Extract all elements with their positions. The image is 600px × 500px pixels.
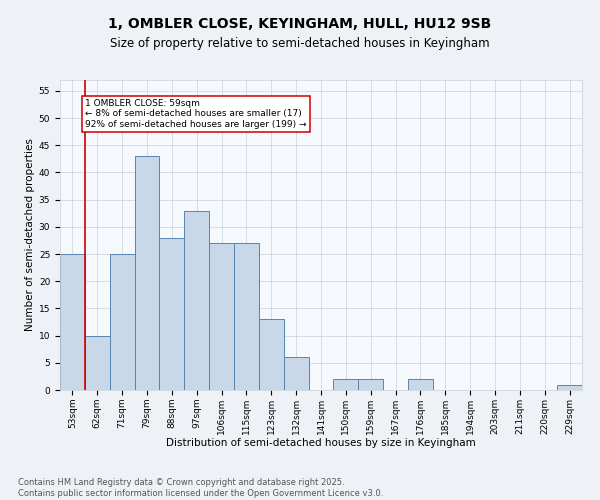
Text: 1, OMBLER CLOSE, KEYINGHAM, HULL, HU12 9SB: 1, OMBLER CLOSE, KEYINGHAM, HULL, HU12 9… — [109, 18, 491, 32]
Bar — [184, 210, 209, 390]
Text: 1 OMBLER CLOSE: 59sqm
← 8% of semi-detached houses are smaller (17)
92% of semi-: 1 OMBLER CLOSE: 59sqm ← 8% of semi-detac… — [85, 99, 307, 129]
Bar — [160, 238, 184, 390]
Y-axis label: Number of semi-detached properties: Number of semi-detached properties — [25, 138, 35, 332]
Bar — [557, 384, 582, 390]
Bar — [408, 379, 433, 390]
Bar — [85, 336, 110, 390]
Bar — [284, 358, 308, 390]
Bar — [358, 379, 383, 390]
Text: Size of property relative to semi-detached houses in Keyingham: Size of property relative to semi-detach… — [110, 38, 490, 51]
Bar — [209, 243, 234, 390]
Bar — [234, 243, 259, 390]
Bar — [110, 254, 134, 390]
Bar — [134, 156, 160, 390]
Bar — [334, 379, 358, 390]
Bar — [259, 320, 284, 390]
Bar — [60, 254, 85, 390]
X-axis label: Distribution of semi-detached houses by size in Keyingham: Distribution of semi-detached houses by … — [166, 438, 476, 448]
Text: Contains HM Land Registry data © Crown copyright and database right 2025.
Contai: Contains HM Land Registry data © Crown c… — [18, 478, 383, 498]
